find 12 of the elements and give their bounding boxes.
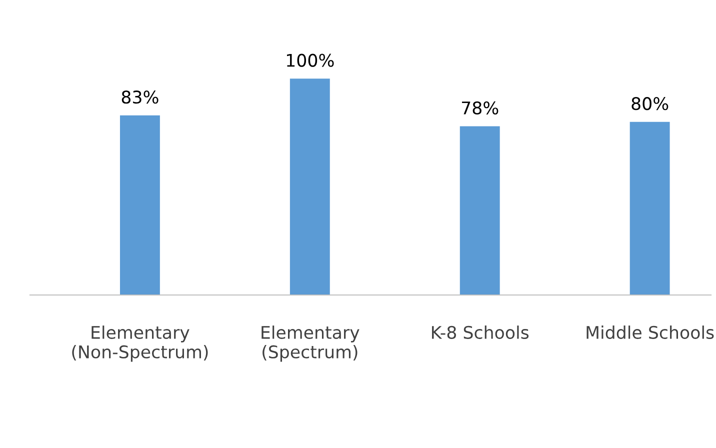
- x-tick-label: Elementary (Spectrum): [262, 326, 360, 362]
- x-tick-label: Elementary (Non-Spectrum): [72, 326, 208, 362]
- x-tick-label: K-8 Schools: [432, 326, 529, 339]
- bar: [460, 126, 500, 295]
- data-label: 83%: [122, 90, 158, 104]
- data-label: 100%: [287, 54, 334, 67]
- x-tick-label: Middle Schools: [586, 326, 714, 339]
- data-label: 80%: [632, 97, 668, 110]
- bar: [290, 78, 330, 295]
- bar: [120, 115, 160, 295]
- bar: [630, 122, 670, 295]
- data-label: 78%: [462, 101, 498, 114]
